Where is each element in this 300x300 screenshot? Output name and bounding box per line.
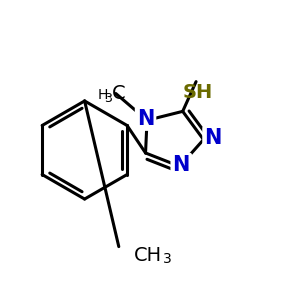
Text: CH: CH <box>134 246 162 265</box>
Text: N: N <box>172 155 190 175</box>
Text: H: H <box>98 88 108 102</box>
Text: 3: 3 <box>164 252 172 266</box>
Text: 3: 3 <box>104 92 112 105</box>
Text: N: N <box>204 128 222 148</box>
Text: N: N <box>137 109 154 129</box>
Text: N: N <box>172 155 190 175</box>
Text: SH: SH <box>182 83 213 102</box>
Text: N: N <box>204 128 222 148</box>
Text: C: C <box>112 84 126 103</box>
Text: N: N <box>137 109 154 129</box>
